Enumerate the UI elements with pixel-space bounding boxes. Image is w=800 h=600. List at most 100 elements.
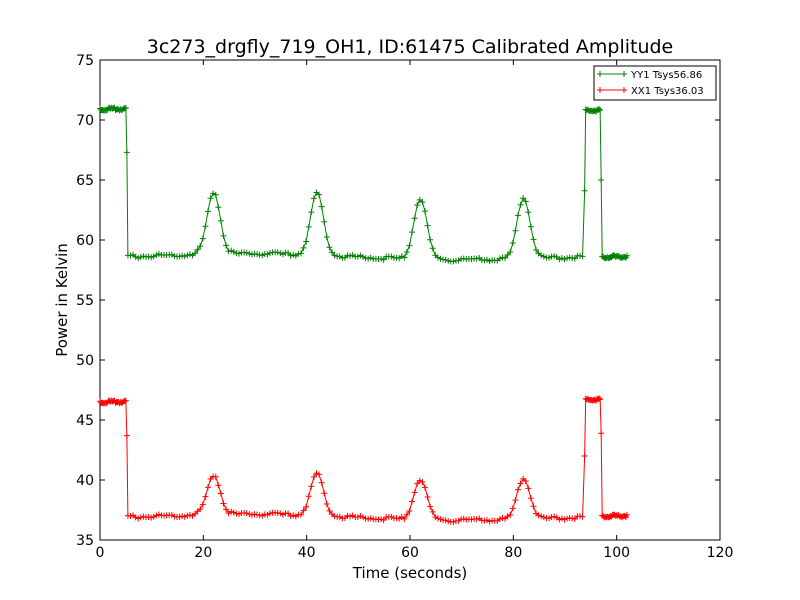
x-tick-label: 60 xyxy=(401,545,419,561)
data-point-marker xyxy=(259,512,266,519)
data-point-marker xyxy=(230,509,237,516)
legend-marker xyxy=(621,87,627,93)
data-point-marker xyxy=(483,517,490,524)
data-point-marker xyxy=(277,250,284,257)
data-point-marker xyxy=(460,515,467,522)
data-point-marker xyxy=(561,516,568,523)
data-point-marker xyxy=(569,254,576,261)
data-point-marker xyxy=(308,209,315,216)
data-point-marker xyxy=(204,208,211,215)
series-layer xyxy=(97,104,630,525)
data-point-marker xyxy=(367,515,374,522)
data-point-marker xyxy=(313,470,320,477)
data-point-marker xyxy=(483,256,490,263)
series-1 xyxy=(97,395,630,525)
data-point-marker xyxy=(486,258,493,265)
data-point-marker xyxy=(406,507,413,514)
data-point-marker xyxy=(305,493,312,500)
data-point-marker xyxy=(328,249,335,256)
data-point-marker xyxy=(378,516,385,523)
data-point-marker xyxy=(556,256,563,263)
data-point-marker xyxy=(308,483,315,490)
data-point-marker xyxy=(303,503,310,510)
y-tick-label: 35 xyxy=(76,533,94,549)
data-point-marker xyxy=(122,397,129,404)
data-point-marker xyxy=(197,243,204,250)
data-point-marker xyxy=(349,512,356,519)
data-point-marker xyxy=(225,248,232,255)
data-point-marker xyxy=(256,512,263,519)
data-point-marker xyxy=(401,254,408,261)
data-point-marker xyxy=(347,513,354,520)
data-point-marker xyxy=(520,195,527,202)
data-point-marker xyxy=(419,478,426,485)
data-point-marker xyxy=(445,257,452,264)
data-point-marker xyxy=(496,255,503,262)
data-point-marker xyxy=(243,249,250,256)
data-point-marker xyxy=(318,203,325,210)
data-point-marker xyxy=(179,252,186,259)
data-point-marker xyxy=(403,248,410,255)
x-axis-label: Time (seconds) xyxy=(352,564,468,582)
data-point-marker xyxy=(421,484,428,491)
data-point-marker xyxy=(248,251,255,258)
data-point-marker xyxy=(135,255,142,262)
data-point-marker xyxy=(140,253,147,260)
data-point-marker xyxy=(254,251,261,258)
data-point-marker xyxy=(522,478,529,485)
x-tick-label: 80 xyxy=(504,545,522,561)
data-point-marker xyxy=(514,486,521,493)
data-point-marker xyxy=(318,479,325,486)
data-point-marker xyxy=(460,255,467,262)
data-point-marker xyxy=(274,509,281,516)
data-point-marker xyxy=(416,477,423,484)
data-point-marker xyxy=(530,503,537,510)
data-point-marker xyxy=(336,513,343,520)
y-tick-label: 65 xyxy=(76,173,94,189)
data-point-marker xyxy=(409,229,416,236)
data-point-marker xyxy=(596,395,603,402)
data-point-marker xyxy=(223,506,230,513)
data-point-marker xyxy=(507,249,514,256)
data-point-marker xyxy=(429,245,436,252)
y-tick-label: 55 xyxy=(76,293,94,309)
data-point-marker xyxy=(517,201,524,208)
data-point-marker xyxy=(300,244,307,251)
data-point-marker xyxy=(248,511,255,518)
data-point-marker xyxy=(540,514,547,521)
data-point-marker xyxy=(336,253,343,260)
data-point-marker xyxy=(564,255,571,262)
legend-marker xyxy=(597,71,603,77)
data-point-marker xyxy=(153,512,160,519)
data-point-marker xyxy=(297,511,304,518)
data-point-marker xyxy=(354,253,361,260)
data-point-marker xyxy=(450,518,457,525)
x-tick-label: 40 xyxy=(298,545,316,561)
data-point-marker xyxy=(388,253,395,260)
data-point-marker xyxy=(450,258,457,265)
data-point-marker xyxy=(579,253,586,260)
data-point-marker xyxy=(132,253,139,260)
data-point-marker xyxy=(598,177,605,183)
data-point-marker xyxy=(285,510,292,517)
data-point-marker xyxy=(217,490,224,497)
data-point-marker xyxy=(266,510,273,517)
data-point-marker xyxy=(349,252,356,259)
data-point-marker xyxy=(127,252,134,259)
data-point-marker xyxy=(192,250,199,257)
data-point-marker xyxy=(571,516,578,523)
legend-box xyxy=(593,65,717,101)
data-point-marker xyxy=(538,513,545,520)
data-point-marker xyxy=(512,497,519,504)
data-point-marker xyxy=(264,511,271,518)
data-point-marker xyxy=(598,430,605,437)
data-point-marker xyxy=(533,246,540,253)
data-point-marker xyxy=(321,218,328,225)
data-point-marker xyxy=(145,253,152,260)
data-point-marker xyxy=(424,493,431,500)
data-point-marker xyxy=(326,507,333,514)
data-point-marker xyxy=(527,495,534,502)
data-point-marker xyxy=(153,252,160,259)
data-point-marker xyxy=(551,253,558,260)
data-point-marker xyxy=(367,254,374,261)
